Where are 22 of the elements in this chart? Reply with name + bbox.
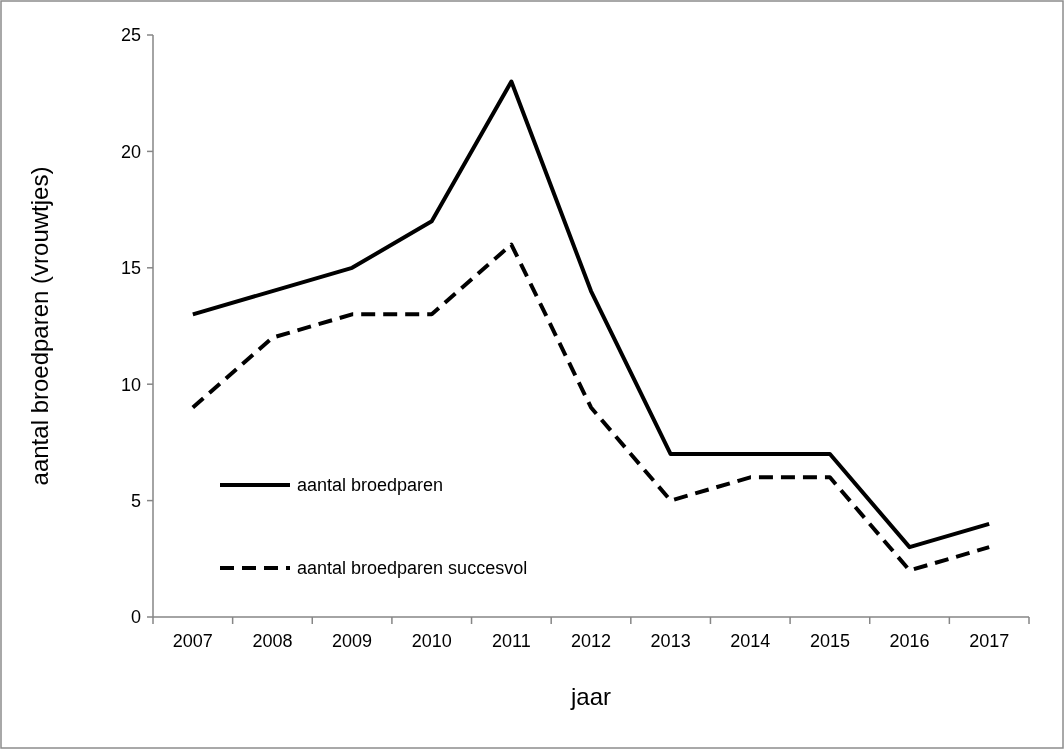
line-series <box>190 79 992 550</box>
y-tick-label: 20 <box>120 141 141 162</box>
legend-label: aantal broedparen succesvol <box>297 558 528 579</box>
y-tick-label: 25 <box>120 25 141 46</box>
y-tick-label: 5 <box>130 490 141 511</box>
x-tick-label: 2013 <box>650 631 691 651</box>
y-tick-label: 0 <box>130 607 141 628</box>
x-tick-label: 2008 <box>252 631 293 651</box>
x-tick-label: 2012 <box>570 631 612 651</box>
x-tick-label: 2011 <box>492 631 531 651</box>
y-tick-label: 10 <box>120 374 141 395</box>
legend-label: aantal broedparen <box>297 475 444 496</box>
x-tick-label: 2010 <box>411 631 452 651</box>
x-axis-title: jaar <box>569 683 612 710</box>
x-tick-label: 2015 <box>809 631 850 651</box>
x-tick-label: 2007 <box>172 631 213 651</box>
y-tick-label: 15 <box>120 258 141 279</box>
x-tick-label: 2016 <box>889 631 930 651</box>
y-axis-title: aantal broedparen (vrouwtjes) <box>26 166 53 486</box>
x-tick-label: 2009 <box>332 631 373 651</box>
x-tick-label: 2014 <box>730 631 771 651</box>
x-tick-label: 2017 <box>969 631 1010 651</box>
